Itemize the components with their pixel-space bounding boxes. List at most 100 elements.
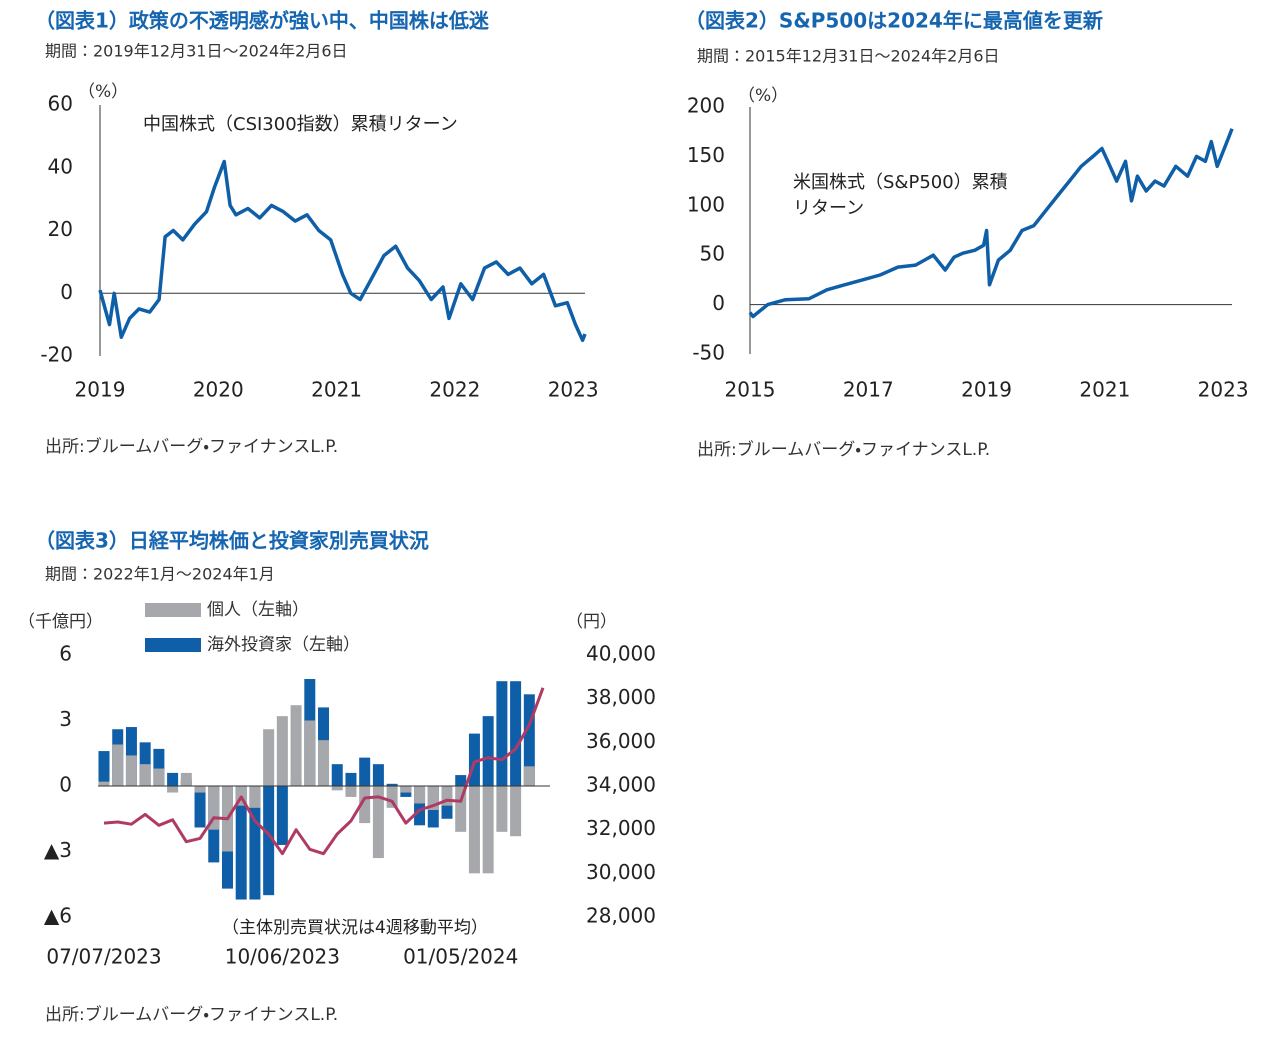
bar [180,772,192,786]
legend-label: 海外投資家（左軸） [207,635,360,655]
source: 出所:ブルームバーグ・ファイナンスL.P. [697,439,990,460]
bar [112,744,124,786]
y2-tick-label: 40,000 [586,642,656,666]
bar [194,786,206,828]
y-tick-label: 200 [687,94,725,118]
bar [153,748,165,786]
bar [372,764,384,786]
bar [249,786,261,808]
y-tick-label: 60 [48,92,73,116]
bar [276,786,288,845]
chart-subtitle: 期間：2015年12月31日～2024年2月6日 [697,47,1000,66]
y-tick-label: 150 [687,143,725,167]
x-tick-label: 2021 [311,378,362,402]
y-unit: （千億円） [18,612,103,632]
chart-title: （図表3）日経平均株価と投資家別売買状況 [35,529,429,553]
x-tick-label: 2021 [1079,378,1130,402]
x-tick-label: 2019 [961,378,1012,402]
bar [523,694,535,786]
bar [153,768,165,786]
data-line [748,128,1234,319]
bar [304,720,316,786]
bar [331,786,343,791]
bar [510,786,522,837]
bar [468,733,480,786]
bar [98,751,110,786]
bar [414,786,426,804]
bar [359,757,371,786]
source: 出所:ブルームバーグ・ファイナンスL.P. [45,1004,338,1025]
bar [468,786,480,874]
bar [208,786,220,830]
bar [455,775,467,786]
y-tick-label: 0 [712,291,725,315]
x-tick-label: 2017 [843,378,894,402]
bar [510,681,522,786]
bar [276,716,288,786]
bar [386,783,398,786]
x-tick-label: 01/05/2024 [403,945,518,969]
chart-subtitle: 期間：2019年12月31日～2024年2月6日 [45,42,348,61]
x-tick-label: 10/06/2023 [225,945,340,969]
y-tick-label: 100 [687,192,725,216]
bar [455,786,467,832]
bar [167,772,179,786]
note: （主体別売買状況は4週移動平均） [222,918,488,938]
y2-tick-label: 30,000 [586,860,656,884]
annotation: 中国株式（CSI300指数）累積リターン [143,114,458,135]
y2-tick-label: 38,000 [586,685,656,709]
data-line [98,159,587,343]
bar [194,786,206,793]
legend-swatch [145,603,201,617]
bar [400,786,412,793]
y-tick-label: 0 [59,773,72,797]
x-tick-label: 2015 [725,378,776,402]
bar [318,740,330,786]
y-tick-label: 50 [700,242,725,266]
x-tick-label: 2023 [1198,378,1249,402]
source: 出所:ブルームバーグ・ファイナンスL.P. [45,436,338,457]
y-tick-label: 40 [48,154,73,178]
y-tick-label: ▲6 [44,904,72,928]
bar [290,705,302,786]
bar [331,764,343,786]
annotation: 米国株式（S&P500）累積リターン [793,172,1008,219]
legend-label: 個人（左軸） [207,600,309,620]
chart-subtitle: 期間：2022年1月～2024年1月 [45,565,275,584]
bar [139,764,151,786]
bar [386,786,398,808]
y2-tick-label: 36,000 [586,729,656,753]
bar [427,786,439,811]
x-tick-label: 07/07/2023 [46,945,161,969]
bar [414,786,426,826]
bar [496,681,508,786]
x-tick-label: 2020 [193,378,244,402]
y-tick-label: 0 [60,280,73,304]
y2-tick-label: 28,000 [586,904,656,928]
bar [167,786,179,793]
bar [441,786,453,806]
bar [345,786,357,797]
y2-unit: （円） [566,612,617,632]
chart-title: （図表1）政策の不透明感が強い中、中国株は低迷 [35,9,489,33]
legend-swatch [145,638,201,652]
y-tick-label: 6 [59,642,72,666]
y2-tick-label: 32,000 [586,816,656,840]
bar [249,786,261,900]
bar [496,786,508,832]
y-unit: （%） [738,86,788,106]
y-tick-label: 20 [48,217,73,241]
x-tick-label: 2023 [548,378,599,402]
bar [235,786,247,900]
chart-title: （図表2）S&P500は2024年に最高値を更新 [685,9,1103,33]
bar [263,729,275,786]
y-tick-label: -20 [40,343,73,367]
bar [345,772,357,786]
bar [139,742,151,786]
bar [98,781,110,786]
y-tick-label: 3 [59,707,72,731]
bar [372,786,384,859]
bar [482,786,494,874]
